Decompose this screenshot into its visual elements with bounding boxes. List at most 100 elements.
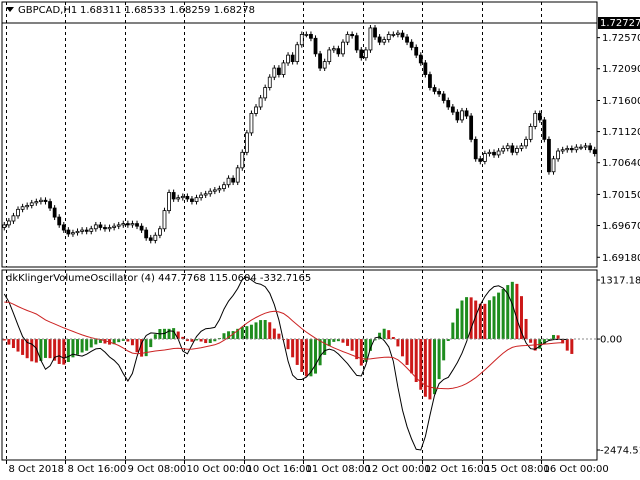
candle: [80, 227, 84, 235]
histogram-bar: [552, 334, 556, 340]
histogram-bar: [465, 297, 469, 340]
histogram-bar: [94, 339, 98, 345]
candle: [244, 129, 249, 156]
candle: [272, 65, 277, 81]
histogram-bar: [48, 339, 52, 359]
histogram-bar: [204, 339, 208, 344]
candle: [167, 189, 171, 214]
candle: [565, 145, 570, 153]
histogram-bar: [21, 339, 25, 355]
histogram-bar: [268, 322, 272, 340]
candle: [52, 205, 57, 221]
histogram-bar: [66, 339, 70, 363]
candle: [455, 109, 460, 123]
histogram-bar: [561, 339, 565, 344]
histogram-bar: [355, 339, 359, 360]
histogram-bar: [16, 339, 20, 352]
candle: [487, 149, 492, 157]
histogram-bar: [524, 318, 528, 340]
candle: [171, 189, 176, 202]
symbol-label: GBPCAD,H1: [18, 5, 77, 16]
candle: [226, 175, 231, 188]
candle: [363, 47, 368, 61]
histogram-bar: [519, 296, 523, 340]
candle: [267, 74, 272, 91]
candle: [240, 149, 245, 171]
candle: [510, 142, 515, 156]
candle: [71, 229, 75, 237]
candle: [460, 107, 464, 123]
histogram-bar: [98, 339, 102, 343]
histogram-bar: [213, 339, 217, 342]
histogram-bar: [76, 339, 80, 355]
candle: [162, 207, 167, 232]
histogram-bar: [176, 331, 180, 340]
histogram-bar: [144, 339, 148, 357]
histogram-bar: [460, 300, 464, 340]
candle: [547, 136, 551, 175]
candle: [29, 199, 34, 209]
main-frame: [1, 1, 598, 268]
candle: [313, 35, 318, 57]
candle: [249, 110, 254, 136]
histogram-bar: [112, 339, 116, 345]
histogram-bar: [400, 339, 404, 357]
histogram-bar: [446, 339, 450, 341]
current-price-tag: 1.72727: [600, 18, 640, 29]
candle: [405, 34, 409, 46]
histogram-bar: [341, 339, 345, 343]
candle: [112, 223, 117, 231]
histogram-bar: [323, 339, 327, 355]
candle: [464, 107, 469, 119]
candle: [11, 212, 16, 224]
candle: [574, 144, 579, 153]
dropdown-triangle-icon[interactable]: [6, 7, 14, 12]
candle: [441, 91, 446, 104]
candle: [217, 185, 222, 193]
candle: [515, 145, 519, 156]
histogram-bar: [263, 320, 267, 340]
candle: [469, 113, 474, 143]
candle: [588, 142, 593, 153]
price-tick-label: 1.70150: [602, 190, 640, 201]
candle: [281, 59, 286, 78]
histogram-bar: [565, 339, 569, 351]
histogram-bar: [501, 288, 505, 340]
candle: [139, 223, 144, 233]
histogram-bar: [378, 332, 382, 340]
histogram-bar: [391, 336, 395, 340]
candle: [153, 232, 158, 244]
candle: [542, 117, 547, 143]
candle: [235, 164, 240, 186]
histogram-bar: [350, 339, 354, 351]
histogram-bar: [140, 339, 144, 357]
candle: [48, 198, 52, 211]
main-price-window[interactable]: GBPCAD,H1 1.68311 1.68533 1.68259 1.6827…: [1, 1, 640, 268]
histogram-bar: [121, 339, 125, 341]
candle: [396, 30, 400, 38]
candle: [116, 221, 121, 230]
candle: [203, 190, 208, 198]
histogram-bar: [556, 335, 560, 340]
candle: [61, 221, 66, 233]
histogram-bar: [309, 339, 313, 377]
candle: [492, 149, 496, 158]
price-tick-label: 1.72090: [602, 64, 640, 75]
candle: [98, 221, 103, 231]
histogram-bar: [227, 331, 231, 340]
histogram-bar: [469, 297, 473, 340]
histogram-bar: [474, 300, 478, 340]
klinger-line: [3, 276, 568, 451]
histogram-bar: [433, 339, 437, 395]
candle: [478, 155, 483, 165]
candle: [25, 202, 30, 210]
histogram-bar: [437, 339, 441, 380]
histogram-bar: [195, 339, 199, 341]
candle: [391, 31, 396, 38]
candle: [39, 197, 43, 205]
time-tick-label: 12 Oct 00:00: [366, 464, 431, 475]
time-tick-label: 16 Oct 00:00: [544, 464, 609, 475]
indicator-sub-window[interactable]: dkKlingerVolumeOscillator (4) 447.7768 1…: [1, 269, 640, 461]
candle: [432, 84, 437, 95]
